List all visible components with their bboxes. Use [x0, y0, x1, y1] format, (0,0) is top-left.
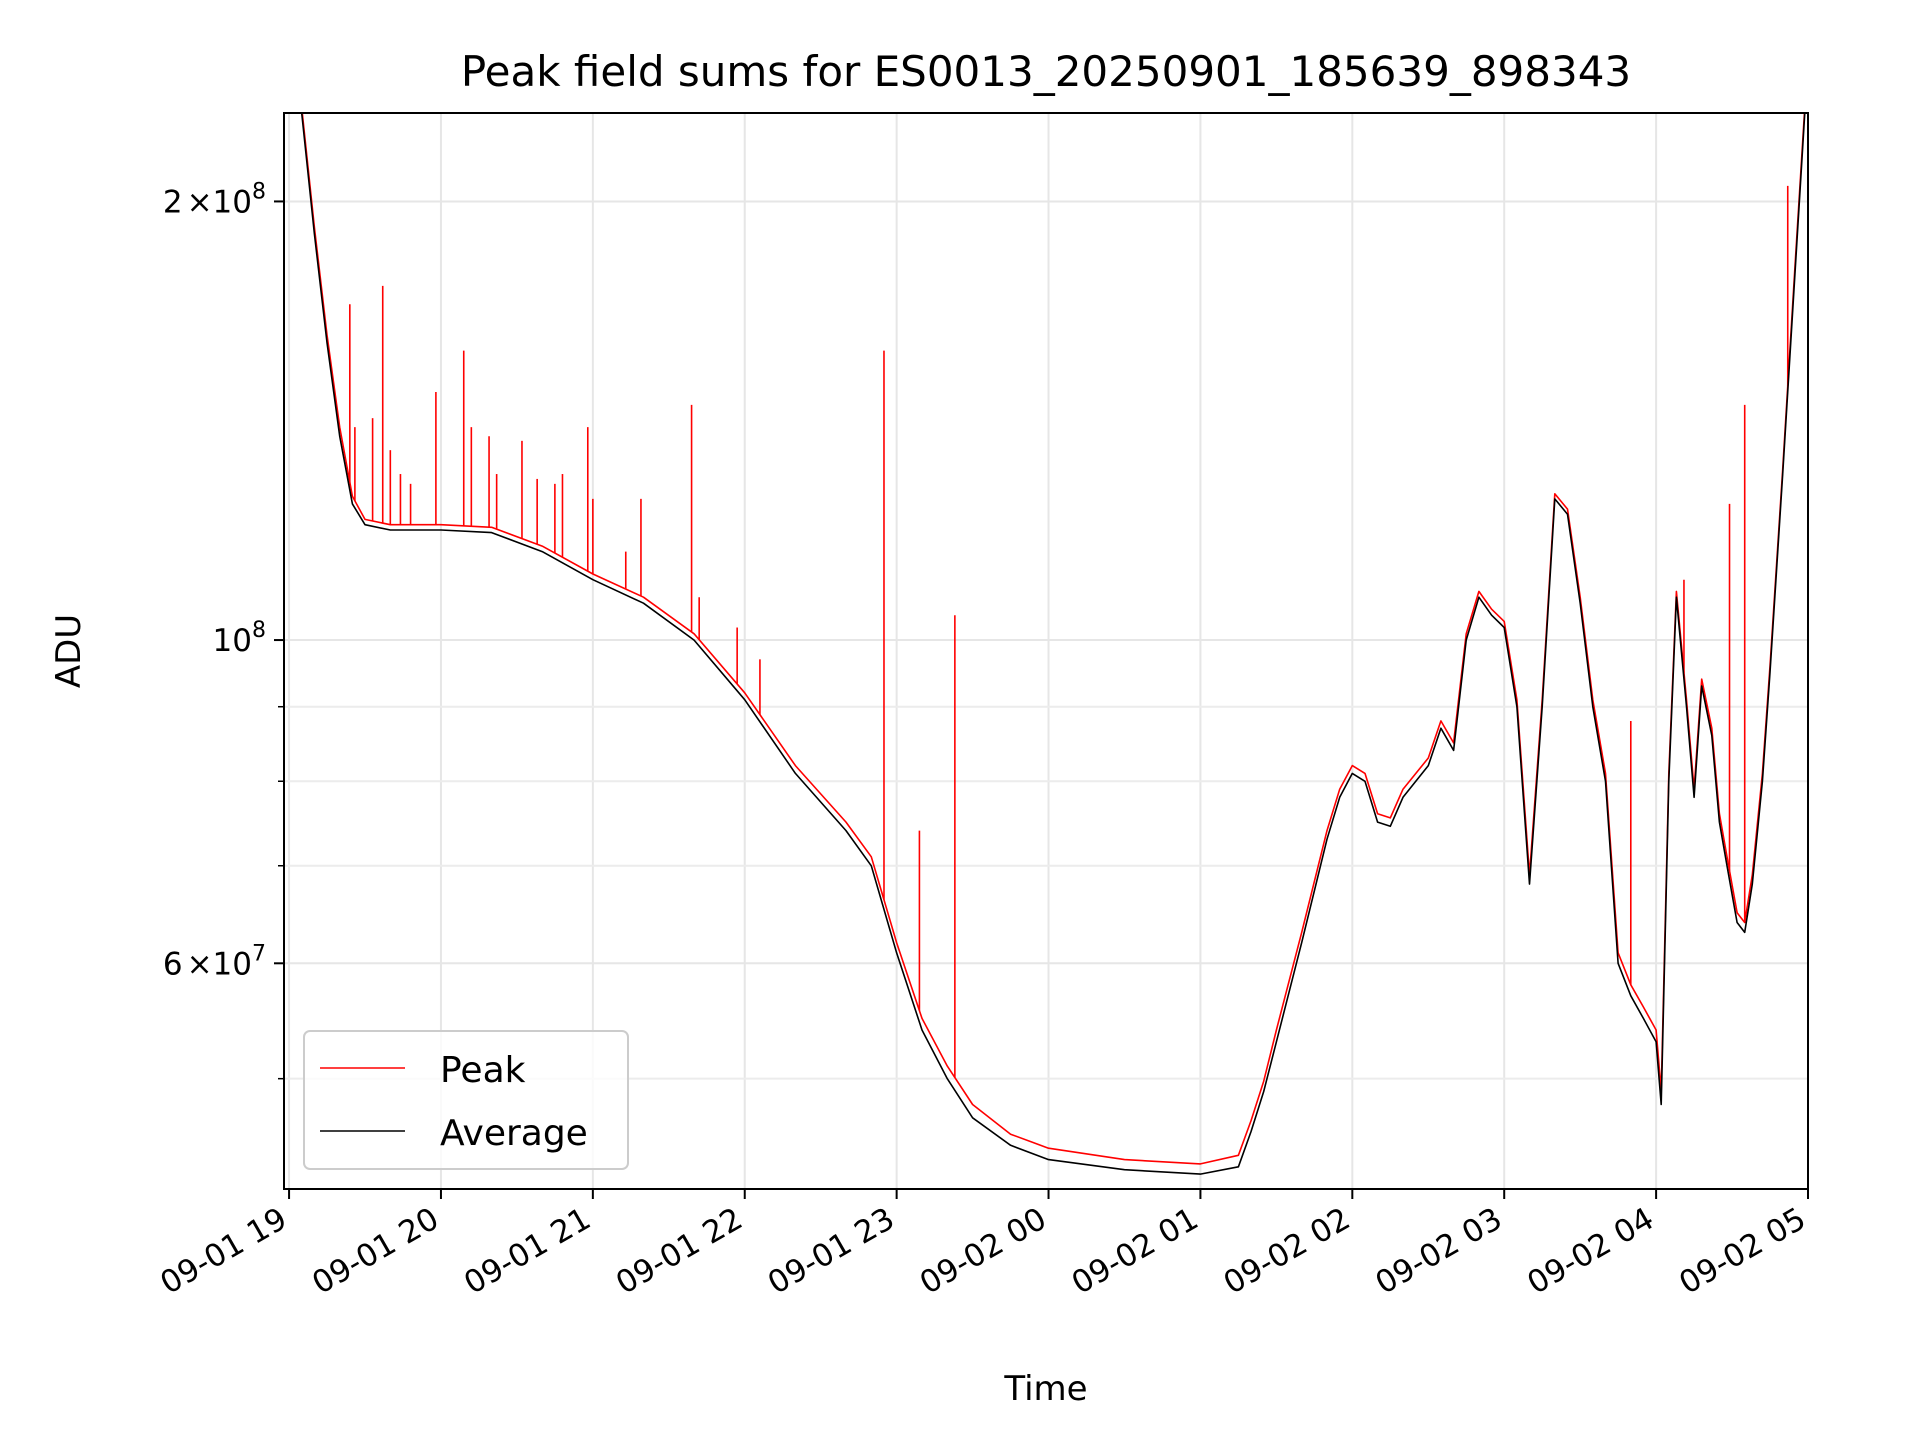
- legend-box: [303, 1030, 629, 1170]
- y-tick-label: 2 ×108: [163, 179, 266, 220]
- series-layer: [300, 113, 1806, 1175]
- legend-label-average: Average: [440, 1113, 588, 1154]
- x-axis-label: Time: [1003, 1369, 1087, 1409]
- series-line-average: [300, 113, 1806, 1175]
- y-axis: 2 ×108 108 6 ×107: [163, 179, 284, 1080]
- plot-frame: [283, 112, 1809, 1190]
- legend: Peak Average: [303, 1030, 629, 1170]
- chart-title: Peak field sums for ES0013_20250901_1856…: [461, 47, 1631, 96]
- legend-label-peak: Peak: [440, 1050, 526, 1091]
- y-tick-label: 108: [213, 618, 266, 659]
- y-axis-label: ADU: [49, 614, 89, 688]
- y-tick-label: 6 ×107: [163, 941, 266, 982]
